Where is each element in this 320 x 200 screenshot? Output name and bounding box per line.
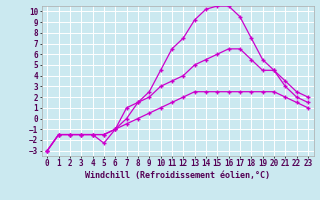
X-axis label: Windchill (Refroidissement éolien,°C): Windchill (Refroidissement éolien,°C) [85, 171, 270, 180]
